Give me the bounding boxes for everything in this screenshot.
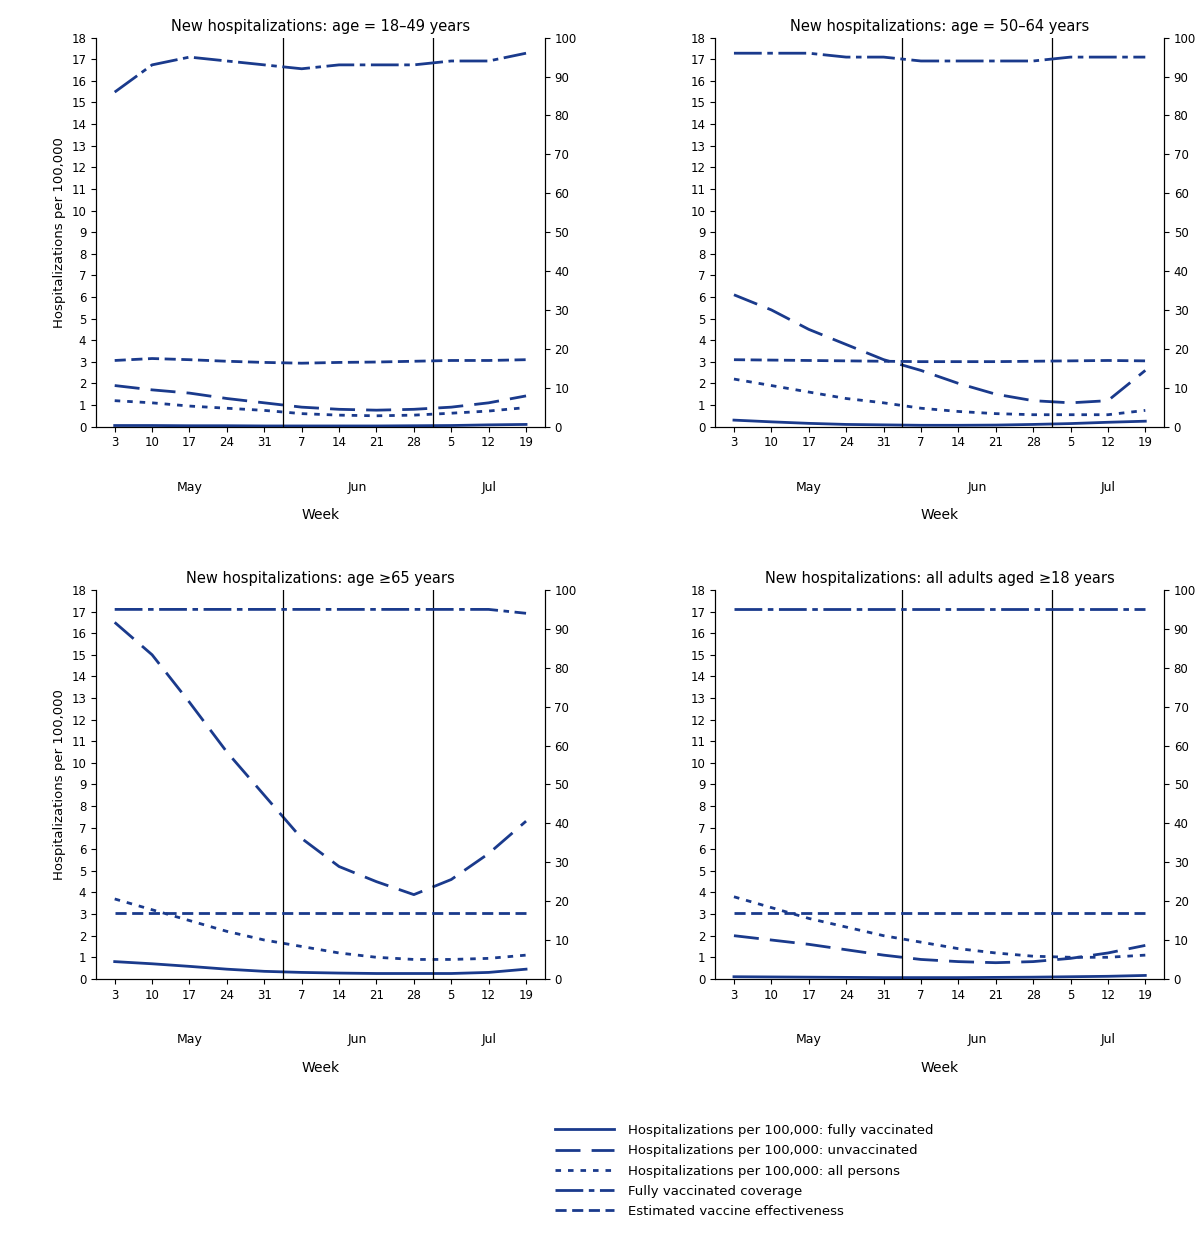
Text: May: May	[176, 1033, 203, 1047]
Text: Jul: Jul	[1100, 481, 1116, 494]
Title: New hospitalizations: age ≥65 years: New hospitalizations: age ≥65 years	[186, 571, 455, 586]
Text: Jun: Jun	[967, 1033, 986, 1047]
Text: Week: Week	[301, 1060, 340, 1074]
Text: May: May	[796, 1033, 822, 1047]
Title: New hospitalizations: age = 18–49 years: New hospitalizations: age = 18–49 years	[170, 19, 470, 34]
Y-axis label: Hospitalizations per 100,000: Hospitalizations per 100,000	[53, 689, 66, 880]
Y-axis label: Hospitalizations per 100,000: Hospitalizations per 100,000	[53, 137, 66, 328]
Text: May: May	[796, 481, 822, 494]
Title: New hospitalizations: age = 50–64 years: New hospitalizations: age = 50–64 years	[790, 19, 1090, 34]
Text: Week: Week	[301, 508, 340, 522]
Text: Week: Week	[920, 1060, 959, 1074]
Text: Jul: Jul	[1100, 1033, 1116, 1047]
Text: Jul: Jul	[481, 481, 496, 494]
Text: Jul: Jul	[481, 1033, 496, 1047]
Text: May: May	[176, 481, 203, 494]
Text: Jun: Jun	[348, 481, 367, 494]
Legend: Hospitalizations per 100,000: fully vaccinated, Hospitalizations per 100,000: un: Hospitalizations per 100,000: fully vacc…	[550, 1118, 938, 1224]
Text: Week: Week	[920, 508, 959, 522]
Text: Jun: Jun	[348, 1033, 367, 1047]
Text: Jun: Jun	[967, 481, 986, 494]
Title: New hospitalizations: all adults aged ≥18 years: New hospitalizations: all adults aged ≥1…	[764, 571, 1115, 586]
